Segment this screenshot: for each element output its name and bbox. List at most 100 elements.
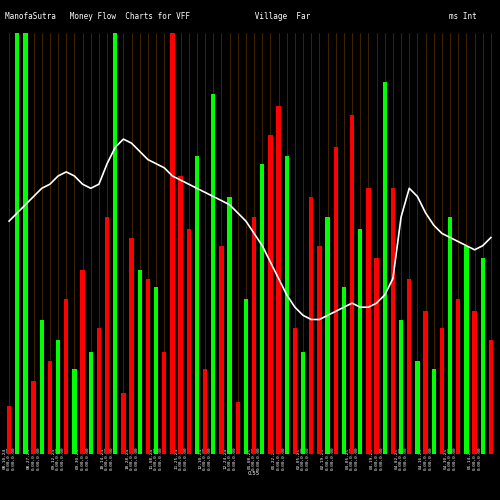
Bar xyxy=(252,442,256,454)
Bar xyxy=(424,312,428,442)
Bar xyxy=(488,340,493,442)
Bar xyxy=(7,442,12,454)
Bar xyxy=(23,442,28,454)
Bar xyxy=(23,32,28,443)
Bar xyxy=(203,442,207,454)
Bar xyxy=(334,148,338,443)
Bar xyxy=(317,442,322,454)
Bar xyxy=(399,320,404,442)
Bar xyxy=(260,442,264,454)
Bar xyxy=(342,442,346,454)
Text: ManofaSutra   Money Flow  Charts for VFF              Village  Far              : ManofaSutra Money Flow Charts for VFF Vi… xyxy=(5,12,477,20)
Bar xyxy=(268,135,272,442)
Bar xyxy=(488,442,493,454)
Bar xyxy=(56,340,60,442)
Bar xyxy=(170,442,174,454)
Bar xyxy=(407,442,412,454)
Bar xyxy=(194,442,199,454)
Bar xyxy=(7,406,12,442)
Bar xyxy=(32,381,36,442)
Bar xyxy=(203,368,207,442)
Bar xyxy=(48,360,52,442)
Bar xyxy=(121,442,126,454)
Bar xyxy=(358,442,362,454)
Bar xyxy=(268,442,272,454)
Bar xyxy=(236,442,240,454)
Bar xyxy=(154,286,158,442)
Bar xyxy=(72,442,76,454)
Bar xyxy=(382,82,387,442)
Bar xyxy=(154,442,158,454)
Bar xyxy=(186,442,191,454)
Bar xyxy=(162,442,166,454)
Bar xyxy=(309,442,314,454)
Bar xyxy=(424,442,428,454)
Bar xyxy=(350,442,354,454)
Bar xyxy=(350,114,354,442)
Bar xyxy=(88,352,93,442)
Bar xyxy=(334,442,338,454)
Bar xyxy=(80,442,85,454)
Text: 0.55: 0.55 xyxy=(248,471,260,476)
Bar xyxy=(456,442,460,454)
Bar xyxy=(292,442,297,454)
Bar xyxy=(146,442,150,454)
Bar xyxy=(358,230,362,442)
Bar xyxy=(105,217,110,442)
Bar xyxy=(138,442,142,454)
Bar xyxy=(317,246,322,442)
Bar xyxy=(15,32,20,443)
Bar xyxy=(64,299,68,442)
Bar xyxy=(219,246,224,442)
Bar xyxy=(472,312,477,442)
Bar xyxy=(464,246,468,442)
Bar xyxy=(64,442,68,454)
Bar xyxy=(284,442,289,454)
Bar xyxy=(130,238,134,442)
Bar xyxy=(228,442,232,454)
Bar xyxy=(415,360,420,442)
Bar xyxy=(15,442,20,454)
Bar xyxy=(326,442,330,454)
Bar xyxy=(456,299,460,442)
Bar xyxy=(390,442,395,454)
Bar xyxy=(301,352,306,442)
Bar xyxy=(113,32,117,443)
Bar xyxy=(228,196,232,442)
Bar xyxy=(472,442,477,454)
Bar xyxy=(480,258,485,442)
Bar xyxy=(309,196,314,442)
Bar xyxy=(138,270,142,442)
Bar xyxy=(105,442,110,454)
Bar xyxy=(121,394,126,442)
Bar xyxy=(162,352,166,442)
Bar xyxy=(415,442,420,454)
Bar xyxy=(399,442,404,454)
Bar xyxy=(480,442,485,454)
Bar xyxy=(80,270,85,442)
Bar xyxy=(326,217,330,442)
Bar xyxy=(48,442,52,454)
Bar xyxy=(342,286,346,442)
Bar xyxy=(448,217,452,442)
Bar xyxy=(276,106,281,442)
Bar xyxy=(374,258,379,442)
Bar xyxy=(40,320,44,442)
Bar xyxy=(236,402,240,442)
Bar xyxy=(276,442,281,454)
Bar xyxy=(40,442,44,454)
Bar xyxy=(113,442,117,454)
Bar xyxy=(211,94,216,443)
Bar xyxy=(382,442,387,454)
Bar xyxy=(146,278,150,442)
Bar xyxy=(440,442,444,454)
Bar xyxy=(88,442,93,454)
Bar xyxy=(448,442,452,454)
Bar xyxy=(96,442,101,454)
Bar xyxy=(186,230,191,442)
Bar xyxy=(244,442,248,454)
Bar xyxy=(219,442,224,454)
Bar xyxy=(244,299,248,442)
Bar xyxy=(301,442,306,454)
Bar xyxy=(32,442,36,454)
